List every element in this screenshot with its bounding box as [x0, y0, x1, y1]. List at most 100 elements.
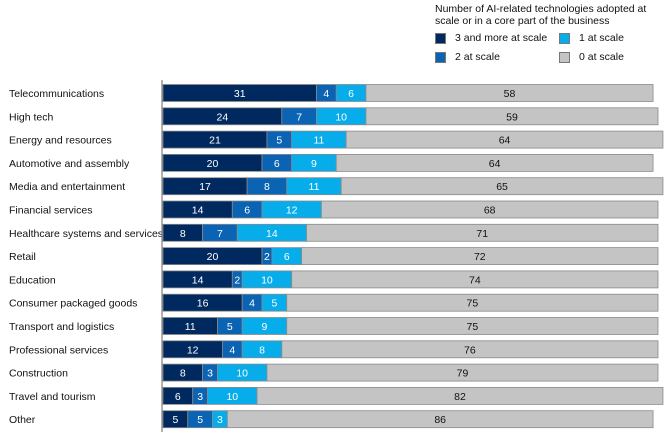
data-label: 10	[226, 391, 238, 403]
category-label: Telecommunications	[9, 88, 104, 100]
bar-segment	[306, 223, 659, 242]
bar-segment	[256, 386, 664, 405]
data-label: 79	[457, 368, 469, 380]
data-label: 59	[506, 111, 518, 123]
data-label: 20	[207, 158, 219, 170]
data-label: 71	[476, 228, 488, 240]
legend-item-3-plus: 3 and more at scale	[435, 32, 547, 44]
data-label: 65	[496, 181, 508, 193]
data-label: 10	[335, 111, 347, 123]
data-label: 5	[276, 135, 282, 147]
legend: Number of AI-related technologies adopte…	[435, 3, 665, 63]
bar-segment	[365, 107, 659, 126]
data-label: 6	[348, 88, 354, 100]
data-label: 75	[467, 298, 479, 310]
bar-segment	[266, 363, 659, 382]
data-label: 3	[207, 368, 213, 380]
data-label: 21	[209, 135, 221, 147]
data-label: 6	[244, 205, 250, 217]
legend-item-1: 1 at scale	[559, 32, 624, 44]
data-label: 14	[192, 274, 204, 286]
legend-swatch	[435, 32, 446, 44]
legend-swatch	[559, 51, 570, 63]
bar-segment	[345, 130, 664, 149]
data-label: 75	[467, 321, 479, 333]
data-label: 4	[229, 344, 235, 356]
legend-item-2: 2 at scale	[435, 51, 500, 63]
category-label: Financial services	[9, 205, 92, 217]
data-label: 24	[217, 111, 229, 123]
data-label: 20	[207, 251, 219, 263]
data-label: 31	[234, 88, 246, 100]
category-label: Professional services	[9, 344, 108, 356]
data-label: 8	[264, 181, 270, 193]
data-label: 17	[199, 181, 211, 193]
bar-segment	[335, 153, 654, 172]
data-label: 8	[180, 228, 186, 240]
data-label: 6	[274, 158, 280, 170]
data-label: 11	[309, 181, 320, 193]
bar-segment	[291, 270, 659, 289]
category-label: Automotive and assembly	[9, 158, 130, 170]
data-label: 11	[185, 321, 196, 333]
bar-segment	[340, 177, 664, 196]
category-label: Energy and resources	[9, 135, 112, 147]
data-label: 6	[175, 391, 181, 403]
data-label: 5	[197, 414, 203, 426]
data-label: 7	[217, 228, 223, 240]
legend-title: Number of AI-related technologies adopte…	[435, 3, 647, 27]
category-label: Retail	[9, 251, 36, 263]
data-label: 5	[172, 414, 178, 426]
category-label: Media and entertainment	[9, 181, 125, 193]
bar-segment	[301, 247, 659, 266]
bar-segment	[286, 317, 659, 335]
category-label: Healthcare systems and services	[9, 228, 163, 240]
data-label: 64	[499, 135, 511, 147]
data-label: 4	[323, 88, 329, 100]
category-label: Travel and tourism	[9, 391, 96, 403]
category-label: Other	[9, 414, 36, 426]
data-label: 2	[234, 274, 240, 286]
legend-item-0: 0 at scale	[559, 51, 624, 63]
data-label: 9	[311, 158, 317, 170]
data-label: 16	[197, 298, 209, 310]
data-label: 58	[504, 88, 516, 100]
legend-label: 2 at scale	[455, 51, 500, 63]
data-label: 5	[271, 298, 277, 310]
data-label: 72	[474, 251, 486, 263]
bar-segment	[365, 84, 654, 102]
bar-segment	[226, 410, 654, 429]
bar-segment	[320, 200, 659, 219]
data-label: 14	[192, 205, 204, 217]
data-label: 12	[286, 205, 298, 217]
data-label: 68	[484, 205, 496, 217]
data-label: 8	[180, 368, 186, 380]
legend-label: 0 at scale	[579, 51, 624, 63]
data-label: 11	[313, 135, 324, 147]
legend-swatch	[559, 32, 570, 44]
category-label: Construction	[9, 368, 68, 380]
data-label: 2	[264, 251, 270, 263]
data-label: 12	[187, 344, 199, 356]
legend-label: 1 at scale	[579, 32, 624, 44]
data-label: 5	[227, 321, 233, 333]
data-label: 64	[489, 158, 501, 170]
data-label: 6	[284, 251, 290, 263]
data-label: 74	[469, 274, 481, 286]
bar-segment	[286, 293, 659, 312]
category-label: Consumer packaged goods	[9, 298, 137, 310]
data-label: 76	[464, 344, 476, 356]
bar-segment	[281, 340, 659, 359]
data-label: 86	[434, 414, 446, 426]
data-label: 14	[266, 228, 278, 240]
data-label: 3	[197, 391, 203, 403]
data-label: 3	[217, 414, 223, 426]
data-label: 7	[296, 111, 302, 123]
category-label: Education	[9, 274, 56, 286]
category-label: Transport and logistics	[9, 321, 114, 333]
legend-label: 3 and more at scale	[455, 32, 548, 44]
data-label: 82	[454, 391, 466, 403]
data-label: 8	[259, 344, 265, 356]
